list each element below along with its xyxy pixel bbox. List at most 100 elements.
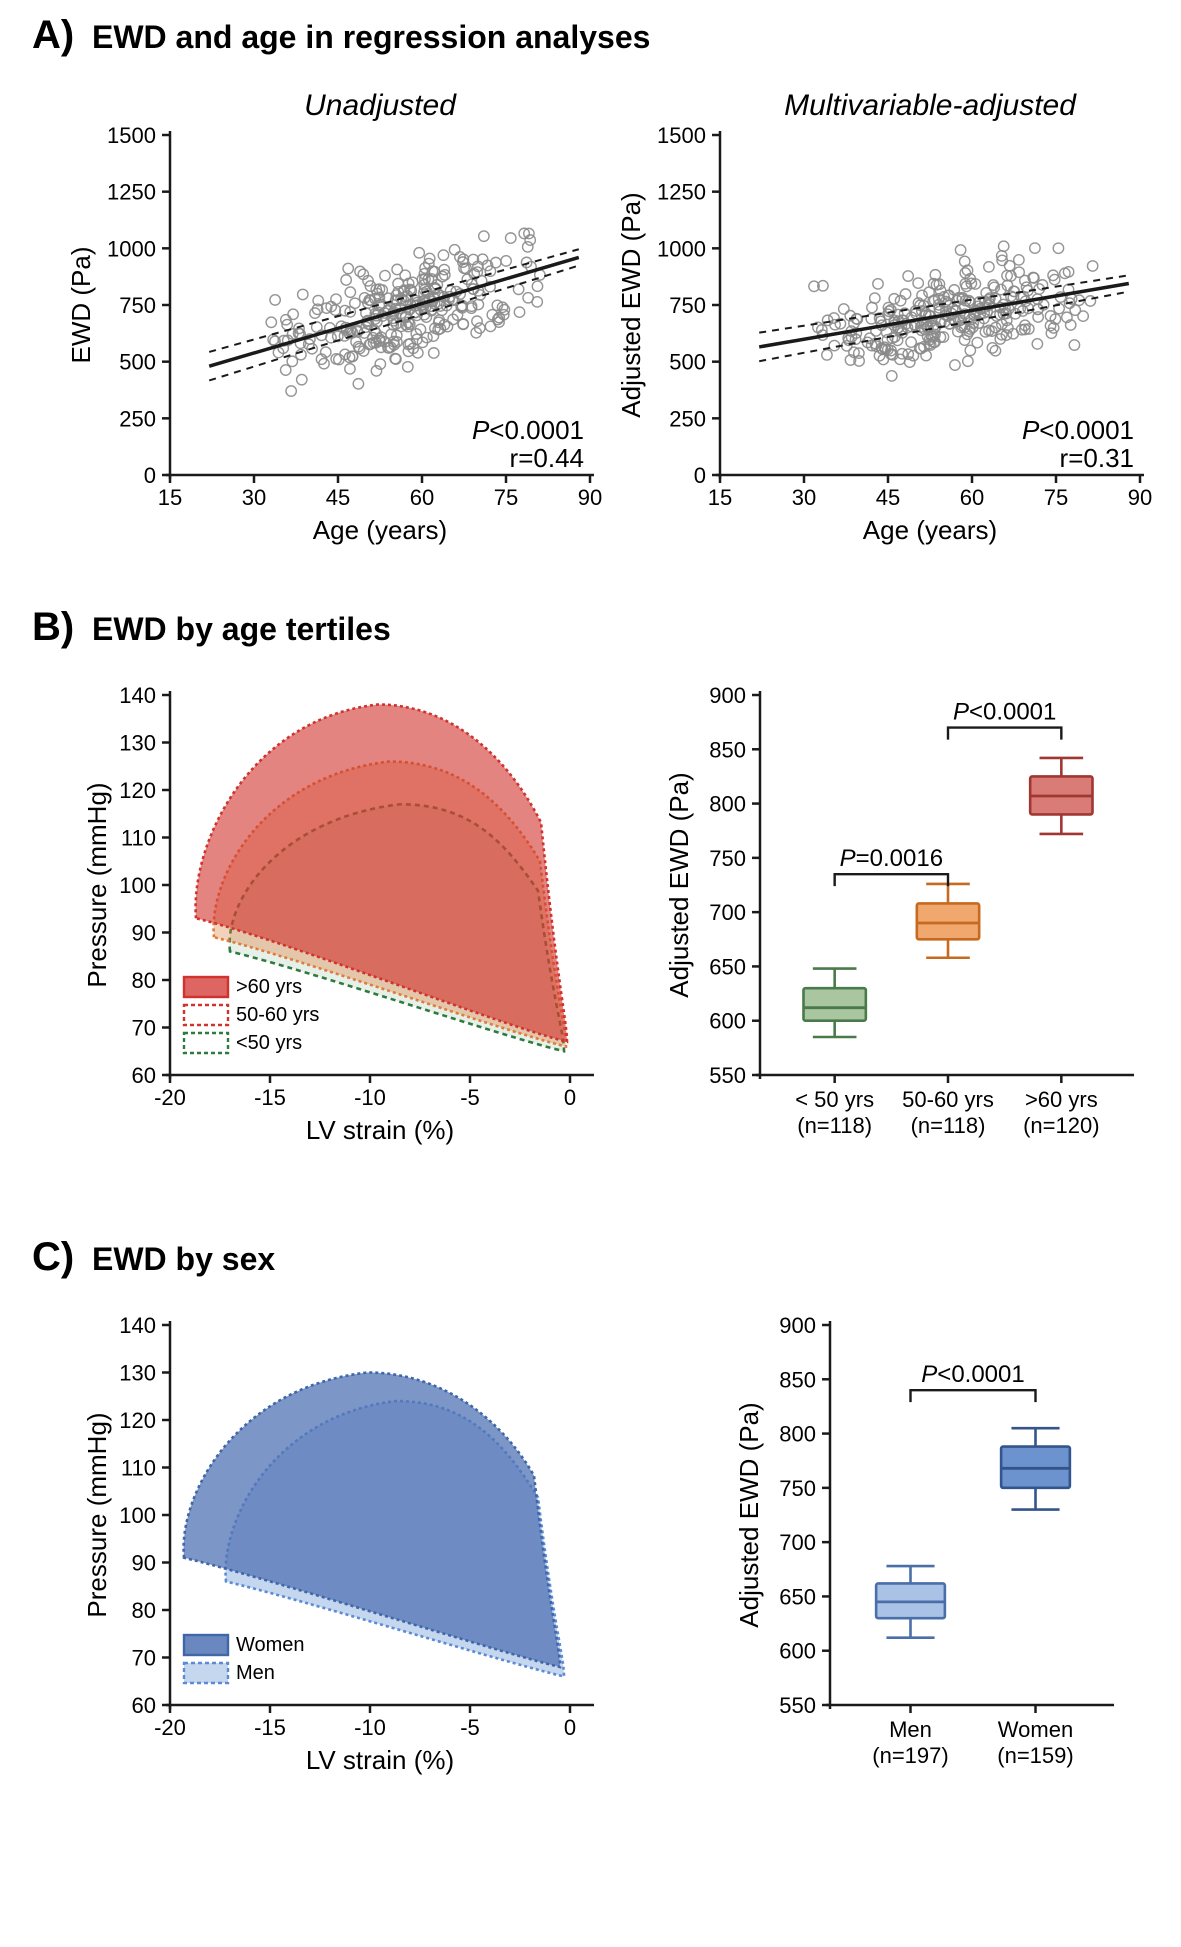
svg-text:750: 750 [669, 293, 706, 318]
svg-text:(n=118): (n=118) [911, 1113, 986, 1138]
svg-text:Age (years): Age (years) [313, 515, 447, 545]
svg-text:1500: 1500 [657, 123, 706, 148]
svg-text:600: 600 [709, 1009, 746, 1034]
svg-text:900: 900 [709, 683, 746, 708]
boxplot: 550600650700750800850900Adjusted EWD (Pa… [734, 1313, 1114, 1768]
svg-text:-20: -20 [154, 1715, 186, 1740]
svg-text:110: 110 [121, 826, 156, 851]
svg-text:600: 600 [779, 1639, 816, 1664]
svg-text:650: 650 [709, 954, 746, 979]
svg-text:(n=197): (n=197) [872, 1743, 948, 1768]
svg-text:-20: -20 [154, 1085, 186, 1110]
svg-text:700: 700 [709, 900, 746, 925]
svg-text:< 50 yrs: < 50 yrs [795, 1087, 874, 1112]
svg-text:P<0.0001: P<0.0001 [472, 415, 584, 445]
svg-text:Women: Women [236, 1634, 305, 1656]
pressure-strain-loop: -20-15-10-5060708090100110120130140LV st… [82, 1313, 594, 1775]
svg-text:800: 800 [709, 792, 746, 817]
scatter-adjusted: Multivariable-adjusted153045607590025050… [616, 89, 1152, 545]
svg-text:B): B) [32, 605, 74, 649]
svg-text:Adjusted EWD (Pa): Adjusted EWD (Pa) [616, 192, 646, 417]
svg-text:LV strain (%): LV strain (%) [306, 1115, 454, 1145]
panel-c: C)EWD by sex-20-15-10-506070809010011012… [32, 1235, 1114, 1775]
svg-text:(n=120): (n=120) [1023, 1113, 1099, 1138]
svg-text:750: 750 [709, 846, 746, 871]
svg-text:120: 120 [119, 1408, 156, 1433]
svg-text:P<0.0001: P<0.0001 [1022, 415, 1134, 445]
svg-text:750: 750 [119, 293, 156, 318]
svg-text:1500: 1500 [107, 123, 156, 148]
svg-text:30: 30 [242, 485, 266, 510]
panel-b: B)EWD by age tertiles-20-15-10-506070809… [32, 605, 1134, 1145]
svg-text:-10: -10 [354, 1085, 386, 1110]
svg-text:P<0.0001: P<0.0001 [953, 699, 1056, 726]
svg-text:900: 900 [779, 1313, 816, 1338]
svg-text:45: 45 [326, 485, 350, 510]
svg-text:130: 130 [119, 731, 156, 756]
svg-text:P<0.0001: P<0.0001 [921, 1361, 1024, 1388]
svg-text:Men: Men [236, 1662, 275, 1684]
svg-text:0: 0 [144, 463, 156, 488]
svg-text:-15: -15 [254, 1715, 286, 1740]
svg-text:70: 70 [132, 1646, 156, 1671]
svg-text:1000: 1000 [107, 236, 156, 261]
svg-text:550: 550 [709, 1063, 746, 1088]
svg-text:90: 90 [132, 1551, 156, 1576]
stats: P<0.0001r=0.44 [472, 415, 584, 473]
svg-text:75: 75 [1044, 485, 1068, 510]
svg-text:LV strain (%): LV strain (%) [306, 1745, 454, 1775]
svg-text:-5: -5 [460, 1085, 480, 1110]
svg-text:15: 15 [708, 485, 732, 510]
svg-text:50-60 yrs: 50-60 yrs [236, 1004, 319, 1026]
panel-a: A)EWD and age in regression analysesUnad… [32, 13, 1152, 545]
svg-text:1250: 1250 [657, 180, 706, 205]
svg-text:100: 100 [119, 1503, 156, 1528]
svg-text:(n=159): (n=159) [997, 1743, 1073, 1768]
svg-text:Men: Men [889, 1717, 932, 1742]
svg-text:80: 80 [132, 968, 156, 993]
legend: Women Men [184, 1634, 305, 1684]
pressure-strain-loop: -20-15-10-5060708090100110120130140LV st… [82, 683, 594, 1145]
svg-text:Adjusted EWD (Pa): Adjusted EWD (Pa) [664, 772, 694, 997]
svg-text:45: 45 [876, 485, 900, 510]
svg-text:250: 250 [669, 406, 706, 431]
svg-text:650: 650 [779, 1584, 816, 1609]
svg-text:700: 700 [779, 1530, 816, 1555]
svg-text:P=0.0016: P=0.0016 [840, 845, 943, 872]
svg-text:Pressure (mmHg): Pressure (mmHg) [82, 1412, 112, 1617]
svg-text:Age (years): Age (years) [863, 515, 997, 545]
svg-text:-10: -10 [354, 1715, 386, 1740]
svg-text:-5: -5 [460, 1715, 480, 1740]
svg-text:70: 70 [132, 1016, 156, 1041]
subtitle: Multivariable-adjusted [784, 89, 1077, 122]
svg-text:120: 120 [119, 778, 156, 803]
panel-letter: A) [32, 13, 74, 57]
subtitle: Unadjusted [304, 89, 457, 122]
points [809, 241, 1098, 381]
svg-text:EWD by age tertiles: EWD by age tertiles [92, 611, 391, 647]
svg-text:130: 130 [119, 1361, 156, 1386]
svg-text:850: 850 [709, 737, 746, 762]
points [266, 228, 545, 396]
svg-text:>60 yrs: >60 yrs [236, 976, 302, 998]
svg-text:850: 850 [779, 1367, 816, 1392]
svg-text:250: 250 [119, 406, 156, 431]
svg-text:60: 60 [132, 1693, 156, 1718]
stats: P<0.0001r=0.31 [1022, 415, 1134, 473]
svg-text:EWD by sex: EWD by sex [92, 1241, 275, 1277]
svg-text:0: 0 [694, 463, 706, 488]
svg-text:500: 500 [119, 350, 156, 375]
svg-text:800: 800 [779, 1422, 816, 1447]
svg-text:75: 75 [494, 485, 518, 510]
svg-text:C): C) [32, 1235, 74, 1279]
scatter-unadjusted: Unadjusted153045607590025050075010001250… [66, 89, 602, 545]
svg-text:90: 90 [132, 921, 156, 946]
svg-text:Women: Women [998, 1717, 1073, 1742]
svg-text:>60 yrs: >60 yrs [1025, 1087, 1098, 1112]
svg-text:-15: -15 [254, 1085, 286, 1110]
svg-text:550: 550 [779, 1693, 816, 1718]
svg-text:60: 60 [960, 485, 984, 510]
boxplot: 550 600 650 700 750 800 850 900 Adjusted EWD (Pa… [664, 683, 1134, 1138]
svg-text:0: 0 [564, 1085, 576, 1110]
svg-text:30: 30 [792, 485, 816, 510]
